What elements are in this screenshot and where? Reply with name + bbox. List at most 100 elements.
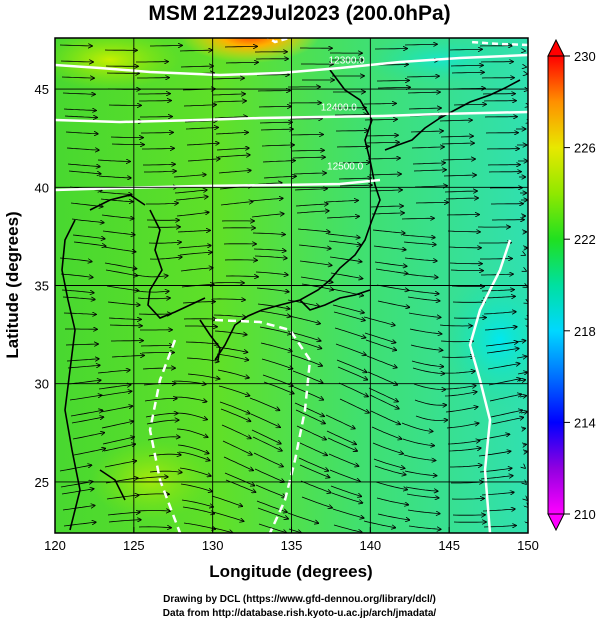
streamline xyxy=(111,355,144,357)
streamline xyxy=(253,249,286,251)
streamline xyxy=(108,520,141,523)
streamline xyxy=(327,437,357,451)
streamline xyxy=(251,429,281,444)
streamline xyxy=(410,344,443,350)
colorbar-ticks: 210 214 218 222 226 230 xyxy=(564,49,596,522)
streamline xyxy=(301,496,332,508)
streamline xyxy=(290,338,322,349)
streamline xyxy=(440,136,473,137)
streamline xyxy=(413,383,445,390)
streamline xyxy=(107,512,140,516)
streamline xyxy=(325,200,358,202)
streamline xyxy=(453,104,486,105)
y-axis-label: Latitude (degrees) xyxy=(3,211,22,358)
streamline xyxy=(102,230,135,235)
streamline xyxy=(371,426,402,439)
streamline xyxy=(445,407,478,413)
colorbar-tick-label: 226 xyxy=(574,141,596,156)
streamline xyxy=(292,370,323,383)
streamline xyxy=(477,434,510,441)
streamline xyxy=(329,469,360,481)
streamline xyxy=(216,148,249,150)
streamline xyxy=(215,346,248,352)
streamline xyxy=(410,131,443,132)
x-tick-label: 140 xyxy=(359,538,381,553)
streamline xyxy=(104,262,137,269)
streamline xyxy=(103,246,136,252)
streamline xyxy=(178,246,211,249)
streamline xyxy=(373,245,406,250)
streamline xyxy=(301,283,334,290)
streamline xyxy=(261,145,294,146)
streamline xyxy=(365,339,396,350)
streamline xyxy=(211,78,244,79)
streamline xyxy=(136,494,169,495)
streamline xyxy=(449,49,482,50)
streamline xyxy=(214,117,247,118)
streamline xyxy=(141,352,174,353)
streamline xyxy=(261,358,293,369)
y-tick-label: 40 xyxy=(35,180,49,195)
streamline xyxy=(213,299,245,300)
x-tick-label: 150 xyxy=(517,538,539,553)
streamline xyxy=(371,213,404,214)
streamline xyxy=(183,105,216,106)
streamline xyxy=(65,344,98,345)
streamline xyxy=(482,296,515,298)
streamline xyxy=(254,256,287,258)
streamline xyxy=(180,483,212,492)
streamline xyxy=(451,286,484,287)
streamline xyxy=(481,290,514,291)
streamline xyxy=(377,300,409,307)
streamline xyxy=(253,452,283,467)
streamline xyxy=(250,413,280,427)
streamline xyxy=(294,402,324,416)
streamline xyxy=(515,341,526,342)
streamline xyxy=(185,326,217,327)
streamline xyxy=(415,415,447,420)
credit-data: Data from http://database.rish.kyoto-u.a… xyxy=(162,608,437,619)
streamline xyxy=(69,395,102,401)
streamline xyxy=(441,143,474,144)
streamline xyxy=(365,135,398,136)
streamline xyxy=(212,94,245,95)
streamline xyxy=(326,430,356,444)
streamline xyxy=(486,349,519,354)
streamline xyxy=(252,233,285,235)
streamline xyxy=(73,241,106,246)
streamline xyxy=(445,198,478,199)
streamline xyxy=(287,512,318,523)
streamline xyxy=(224,260,257,261)
streamline xyxy=(105,269,138,276)
streamline xyxy=(374,465,406,475)
streamline xyxy=(402,438,434,446)
streamline xyxy=(330,485,361,496)
streamline xyxy=(61,489,94,495)
streamline xyxy=(519,396,526,397)
streamline xyxy=(406,76,439,77)
streamline xyxy=(373,458,405,468)
streamline xyxy=(290,135,323,136)
streamline xyxy=(483,312,516,315)
streamline xyxy=(439,325,472,326)
contour-label: 12500.0 xyxy=(327,162,364,173)
streamline xyxy=(369,394,399,409)
streamline xyxy=(407,92,440,93)
streamline xyxy=(293,173,326,174)
streamline xyxy=(138,527,171,528)
streamline xyxy=(103,444,135,452)
streamline xyxy=(256,287,289,292)
streamline xyxy=(406,289,439,294)
streamline xyxy=(60,61,93,62)
streamline xyxy=(368,174,401,175)
streamline xyxy=(148,242,181,243)
streamline xyxy=(143,164,175,165)
streamline xyxy=(296,425,326,440)
streamline xyxy=(67,163,100,167)
streamline xyxy=(370,410,400,424)
streamline xyxy=(403,241,436,245)
streamline xyxy=(453,318,486,319)
streamline xyxy=(106,285,139,291)
streamline xyxy=(263,176,296,178)
streamline xyxy=(149,257,182,259)
